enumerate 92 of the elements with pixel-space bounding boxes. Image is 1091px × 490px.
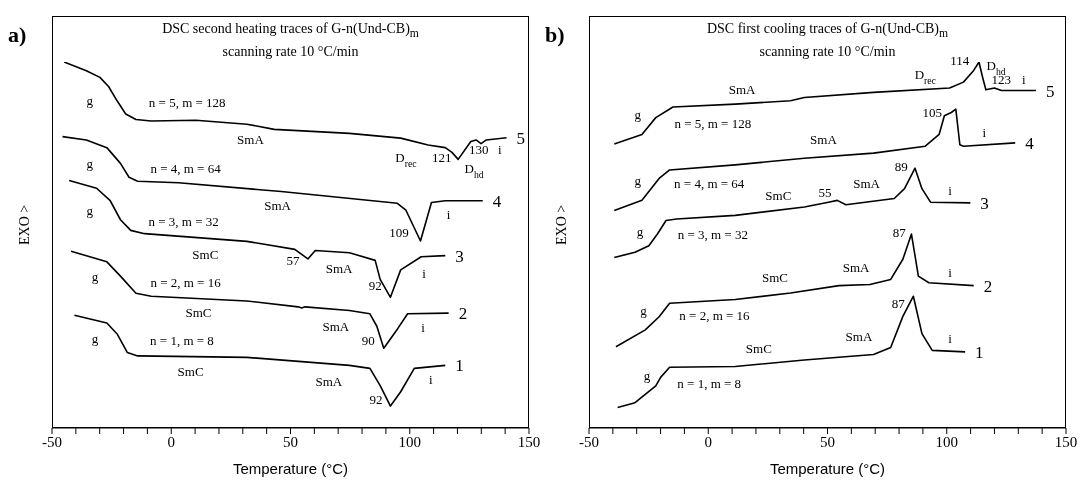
annotation: g — [86, 93, 94, 109]
annotation: n = 5, m = 128 — [674, 115, 752, 131]
annotation: n = 1, m = 8 — [677, 375, 742, 391]
chart-title: DSC first cooling traces of G-n(Und-CB)$_{m}$ — [705, 20, 950, 42]
annotation: D$_{hd}$ — [464, 160, 484, 180]
series-label: 4 — [1025, 133, 1035, 153]
annotation: g — [640, 302, 648, 318]
x-tick-label: 150 — [517, 433, 541, 450]
x-axis-title: Temperature (°C) — [769, 460, 886, 477]
y-axis-title: EXO > — [553, 204, 569, 245]
annotation: i — [982, 125, 987, 141]
x-tick-label: 100 — [935, 433, 958, 450]
annotation: 87 — [891, 295, 906, 311]
annotation: 92 — [369, 392, 383, 408]
series-label: 2 — [983, 276, 993, 296]
annotation: n = 3, m = 32 — [148, 213, 219, 229]
series-label: 4 — [492, 191, 502, 211]
series-label: 2 — [458, 304, 468, 324]
annotation: g — [634, 107, 642, 123]
x-tick-label: 0 — [704, 433, 712, 450]
annotation: 87 — [892, 225, 907, 240]
series-label: 3 — [455, 246, 464, 266]
annotation: n = 2, m = 16 — [150, 274, 222, 290]
annotation: SmC — [765, 188, 792, 204]
annotation: SmA — [853, 176, 881, 192]
x-tick-label: 100 — [398, 433, 421, 450]
annotation: 57 — [286, 252, 301, 268]
x-tick-label: -50 — [579, 433, 599, 450]
x-tick-label: 0 — [167, 433, 175, 450]
annotation: i — [421, 320, 426, 336]
annotation: n = 5, m = 128 — [148, 94, 226, 110]
annotation: SmA — [237, 131, 265, 147]
text: b) — [545, 22, 565, 48]
annotation: n = 4, m = 64 — [150, 160, 222, 176]
annotation: i — [498, 142, 503, 158]
y-axis-title: EXO > — [16, 204, 32, 245]
annotation: n = 4, m = 64 — [674, 175, 745, 191]
series-label: 3 — [980, 193, 989, 213]
annotation: i — [428, 371, 433, 387]
chart-title: DSC second heating traces of G-n(Und-CB)$_{m}$ — [161, 20, 420, 42]
annotation: 90 — [361, 332, 375, 348]
annotation: i — [948, 331, 953, 347]
annotation: n = 1, m = 8 — [150, 332, 214, 348]
annotation: i — [422, 265, 427, 281]
annotation: 55 — [818, 184, 832, 200]
annotation: SmA — [842, 259, 871, 275]
annotation: SmA — [810, 132, 838, 148]
annotation: SmC — [745, 341, 772, 357]
annotation: SmA — [325, 260, 354, 276]
x-tick-label: 50 — [283, 433, 298, 450]
annotation: SmA — [728, 81, 757, 97]
text: a) — [8, 22, 27, 48]
annotation: i — [948, 265, 953, 281]
annotation: 114 — [950, 52, 970, 68]
annotation: D$_{rec}$ — [914, 66, 937, 86]
annotation: 130 — [468, 142, 489, 158]
annotation: 105 — [922, 105, 942, 121]
x-axis-title: Temperature (°C) — [232, 460, 349, 477]
annotation: i — [446, 207, 451, 223]
annotation: g — [91, 268, 99, 284]
annotation: SmC — [192, 246, 219, 262]
chart-subtitle: scanning rate 10 °C/min — [221, 42, 360, 61]
annotation: 89 — [894, 159, 908, 175]
annotation: SmC — [762, 269, 789, 285]
annotation: SmC — [185, 304, 212, 320]
annotation: D$_{rec}$ — [395, 149, 418, 169]
annotation: g — [91, 331, 99, 347]
annotation: g — [86, 202, 94, 218]
annotation: SmA — [845, 328, 873, 344]
annotation: SmA — [322, 318, 350, 334]
series-label: 1 — [455, 356, 464, 376]
annotation: SmC — [177, 364, 204, 380]
annotation: 121 — [431, 149, 452, 165]
annotation: 92 — [368, 278, 382, 294]
chart-subtitle: scanning rate 10 °C/min — [759, 43, 896, 59]
series-label: 5 — [1045, 81, 1055, 101]
annotation: SmA — [315, 373, 343, 389]
annotation: SmA — [264, 197, 292, 213]
annotation: g — [636, 223, 644, 239]
annotation: n = 2, m = 16 — [679, 308, 751, 324]
annotation: i — [1021, 71, 1026, 87]
annotation: g — [634, 172, 642, 188]
annotation: 109 — [389, 224, 409, 240]
annotation: i — [948, 182, 953, 198]
series-label: 1 — [975, 342, 984, 362]
series-label: 5 — [516, 128, 526, 148]
annotation: n = 3, m = 32 — [677, 227, 748, 243]
annotation: g — [643, 368, 651, 384]
x-tick-label: -50 — [42, 433, 62, 450]
x-tick-label: 150 — [1054, 433, 1078, 450]
annotation: g — [86, 155, 94, 171]
x-tick-label: 50 — [820, 433, 835, 450]
